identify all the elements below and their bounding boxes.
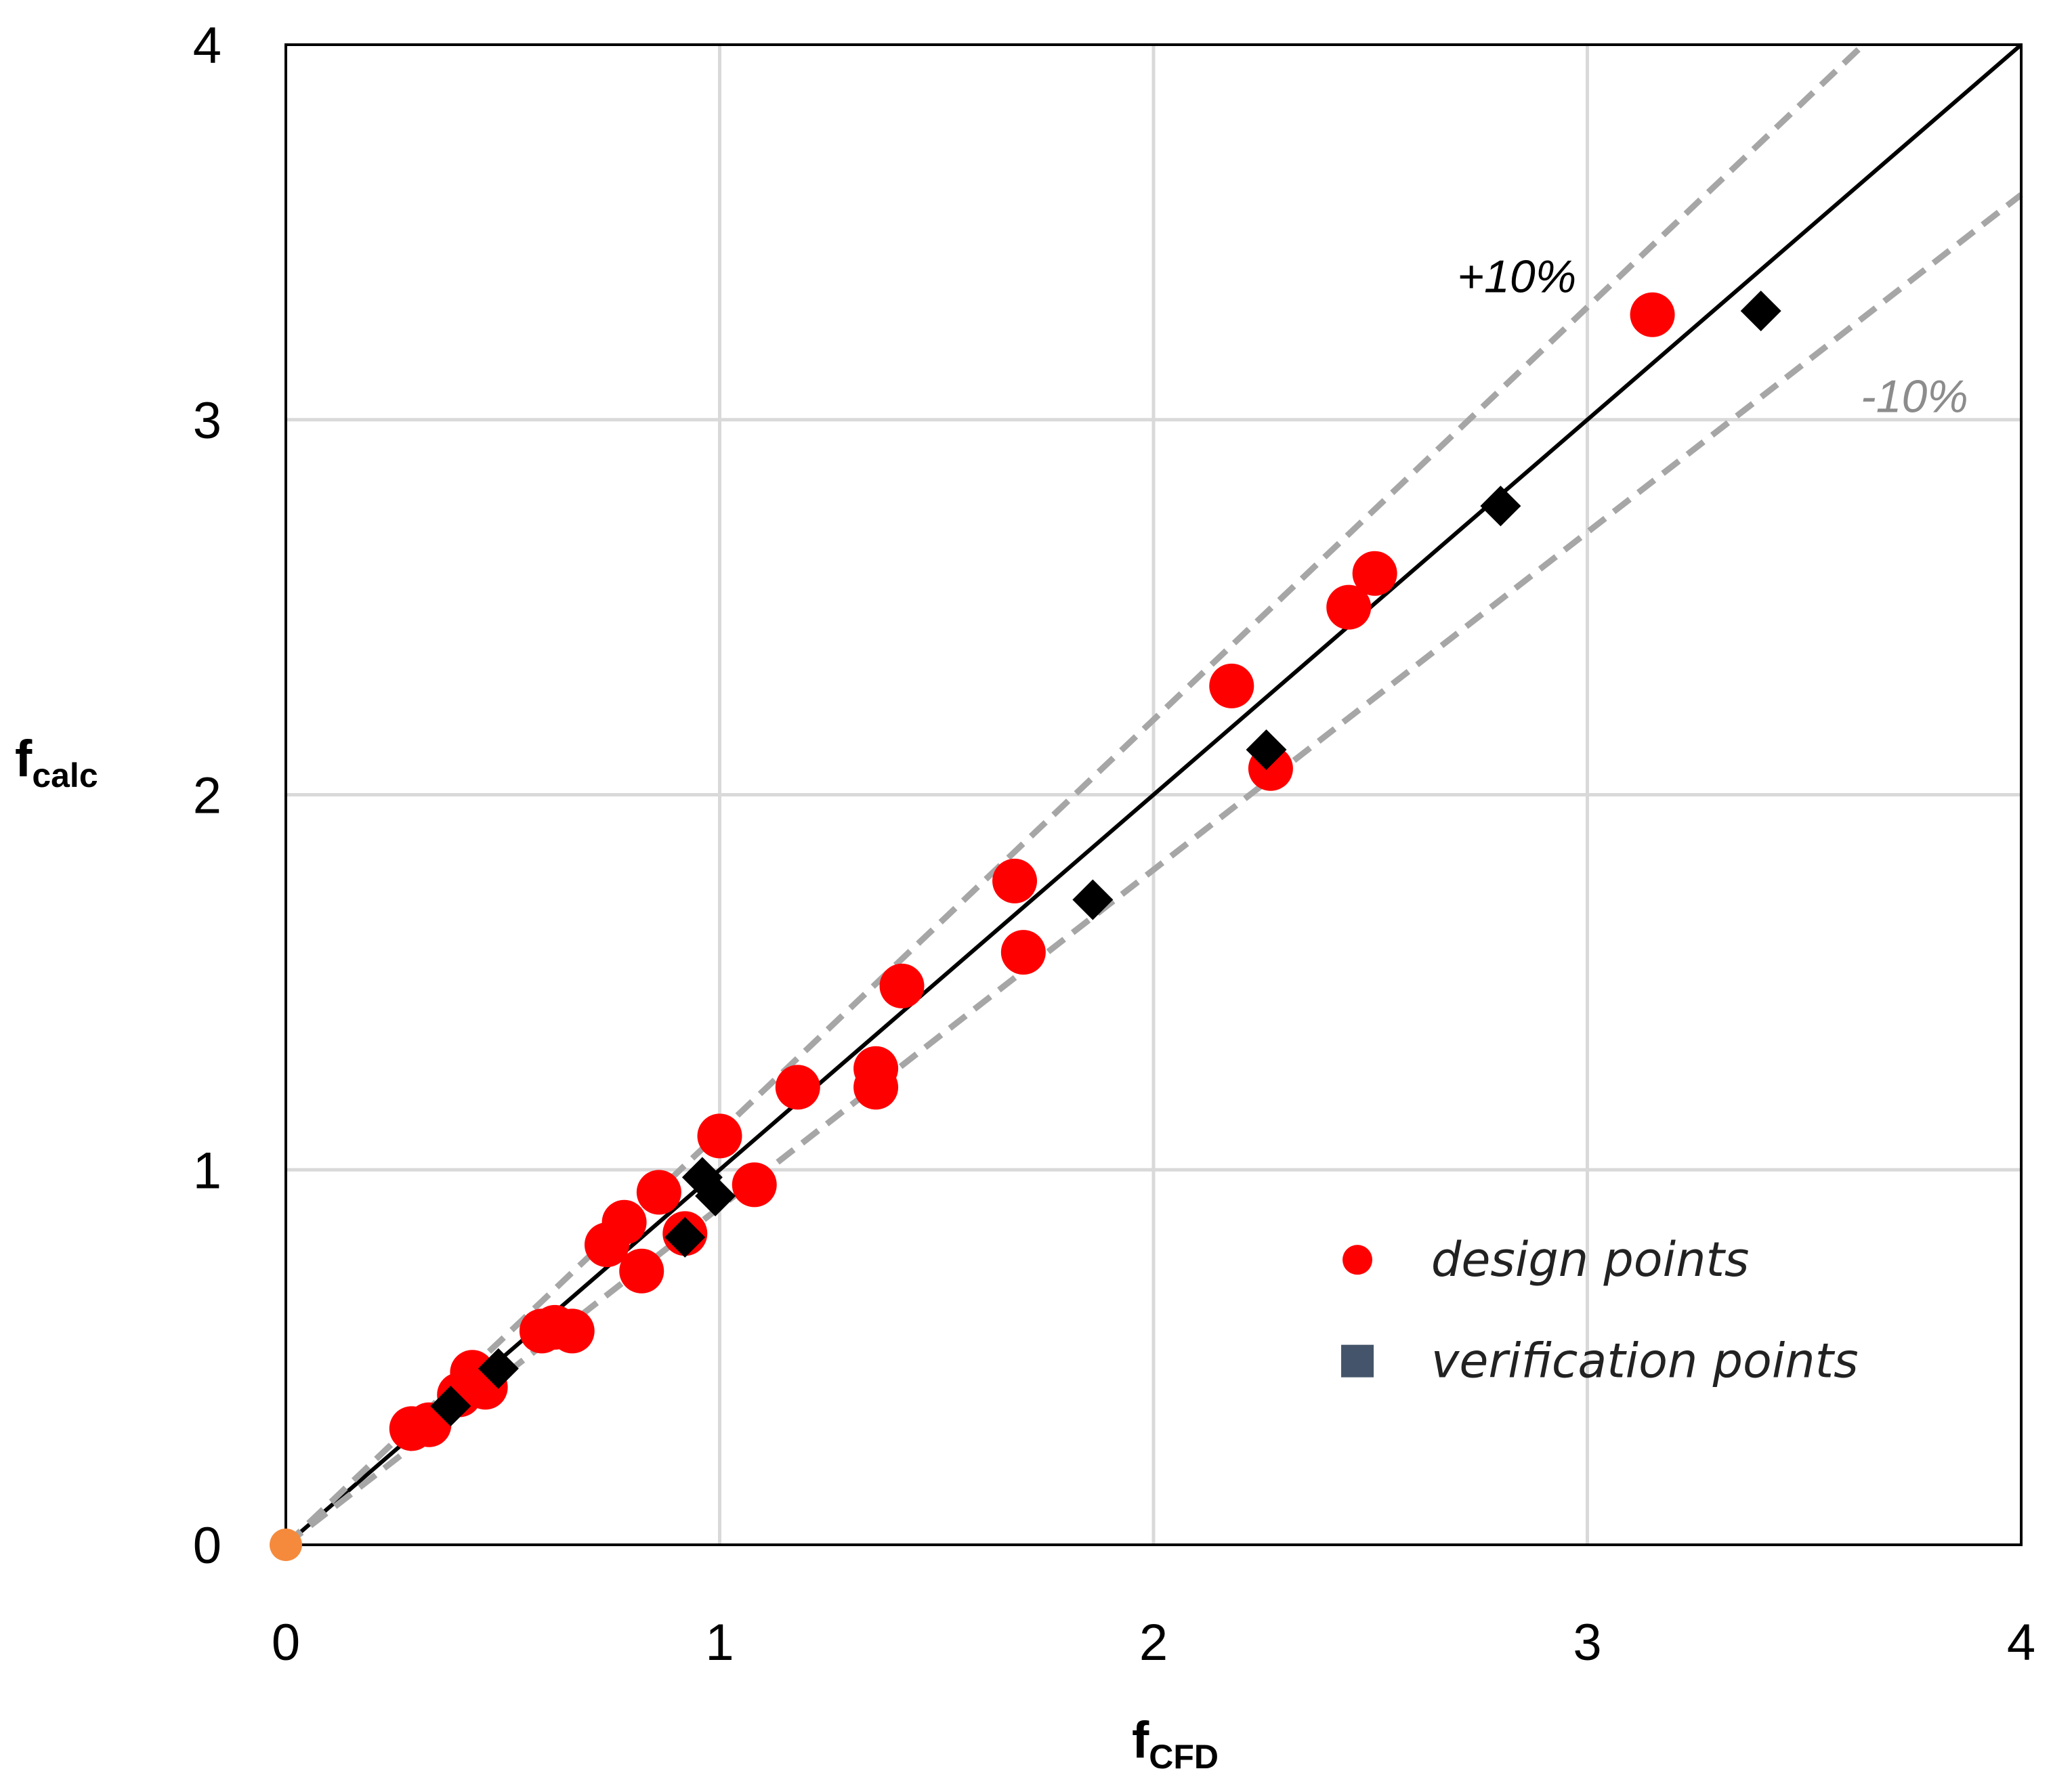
verification-point [1740,291,1781,332]
legend-label-verification-points: verification points [1431,1334,1859,1389]
x-axis-title-main: f [1132,1711,1149,1769]
design-point [879,963,925,1008]
design-point [1326,584,1372,630]
y-axis-title-main: f [15,730,33,788]
legend-marker-verification-points [1341,1344,1374,1378]
verification-point [664,1216,706,1258]
verification-point [695,1176,736,1217]
tick-labels: 0 1 2 3 4 0 1 2 3 4 [193,17,2035,1671]
design-point [1352,551,1397,596]
x-axis-title: fCFD [1132,1711,1219,1776]
y-tick-label: 3 [193,392,221,450]
design-point [619,1248,664,1294]
x-tick-label: 4 [2007,1614,2035,1671]
minus-10-annotation: -10% [1861,371,1968,423]
x-tick-label: 2 [1139,1614,1168,1671]
reference-line-identity [284,43,2023,1547]
legend-label-design-points: design points [1431,1232,1749,1287]
y-axis-title: fcalc [15,730,98,794]
verification-point [1246,729,1287,771]
y-axis-title-subscript: calc [32,756,98,794]
verification-point [1480,486,1521,527]
design-point [601,1199,647,1245]
design-point [636,1170,681,1215]
y-tick-label: 0 [193,1517,221,1575]
verification-point [478,1348,519,1389]
x-tick-label: 3 [1573,1614,1601,1671]
x-axis-title-subscript: CFD [1149,1738,1219,1776]
design-point [853,1065,899,1110]
verification-point [430,1386,471,1427]
design-point [1209,663,1254,708]
design-point [992,858,1038,903]
design-point [1000,930,1046,975]
reference-line-plus-10 [283,42,1866,1548]
y-tick-label: 1 [193,1142,221,1199]
reference-lines [283,42,2023,1548]
y-tick-label: 4 [193,17,221,74]
design-point [775,1065,820,1110]
design-point [697,1113,742,1159]
plot-area-frame [284,43,2023,1546]
verification-point [1072,879,1114,920]
y-tick-label: 2 [193,767,221,825]
legend: design points verification points [1341,1232,1859,1389]
legend-marker-design-points [1342,1245,1373,1275]
x-tick-label: 0 [272,1614,300,1671]
reference-line-minus-10 [284,192,2023,1548]
design-point [1630,292,1675,337]
x-tick-label: 1 [705,1614,734,1671]
data-points [270,291,1781,1561]
plus-10-annotation: +10% [1457,251,1576,302]
origin-point [270,1529,302,1561]
design-point [549,1308,595,1354]
design-point [732,1162,777,1208]
